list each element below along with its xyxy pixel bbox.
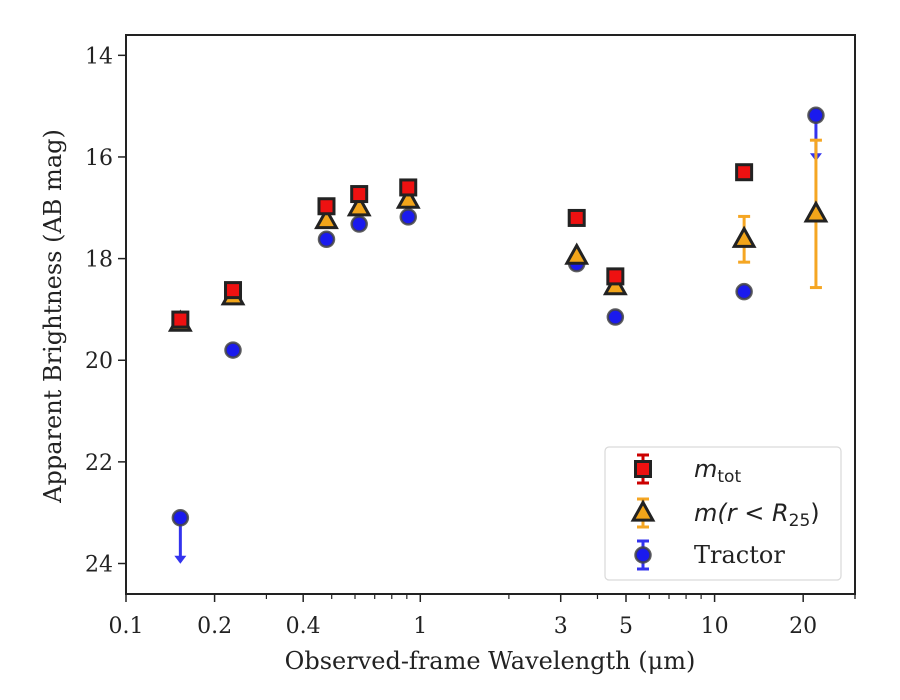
circle-marker <box>317 230 336 249</box>
square-marker <box>350 185 369 204</box>
y-axis-title: Apparent Brightness (AB mag) <box>39 129 67 504</box>
axes-layer: 0.1 0.2 0.4 1 3 5 10 20 14 16 18 20 22 24 <box>85 44 856 639</box>
circle-marker <box>606 308 625 326</box>
y-tick-label: 18 <box>85 248 113 273</box>
x-tick-label: 5 <box>619 614 633 639</box>
square-marker <box>567 208 586 227</box>
legend-label: mtot <box>694 455 741 487</box>
y-tick-label: 20 <box>85 349 113 374</box>
y-tick-label: 16 <box>85 146 113 171</box>
legend-label: Tractor <box>694 541 785 569</box>
triangle-marker <box>731 225 757 248</box>
circle-marker <box>399 208 417 226</box>
circle-marker <box>224 341 242 359</box>
square-marker <box>224 281 243 300</box>
legend: mtot m(r < R25) Tractor <box>604 446 842 581</box>
plot-frame <box>125 34 856 595</box>
circle-marker <box>735 282 753 301</box>
legend-box <box>604 446 842 581</box>
marker-layer <box>167 106 829 527</box>
circle-marker <box>807 106 825 125</box>
triangle-marker <box>803 200 829 223</box>
legend-triangle-marker <box>630 499 656 522</box>
y-tick-label: 24 <box>85 553 113 578</box>
square-marker <box>317 197 336 216</box>
square-marker <box>735 163 754 182</box>
x-tick-label: 0.1 <box>109 614 144 639</box>
square-marker <box>399 178 418 197</box>
upper-limit-arrowhead <box>174 555 187 564</box>
circle-marker <box>350 215 368 233</box>
x-tick-label: 0.4 <box>286 614 321 639</box>
legend-label: m(r < R25) <box>694 499 820 531</box>
square-marker <box>606 267 625 286</box>
x-tick-label: 3 <box>554 614 568 639</box>
y-tick-label: 22 <box>85 451 113 476</box>
triangle-marker <box>346 194 372 217</box>
x-tick-label: 20 <box>789 614 817 639</box>
x-tick-label: 1 <box>413 614 427 639</box>
x-tick-label: 0.2 <box>197 614 232 639</box>
triangle-marker <box>395 186 421 209</box>
square-marker <box>171 310 190 329</box>
x-axis-title: Observed-frame Wavelength (μm) <box>285 647 696 675</box>
legend-circle-marker <box>634 546 652 564</box>
triangle-marker <box>564 242 590 265</box>
x-tick-label: 10 <box>701 614 729 639</box>
y-tick-label: 14 <box>85 44 113 69</box>
circle-marker <box>171 509 190 527</box>
triangle-marker <box>314 206 339 230</box>
legend-square-marker <box>634 460 652 478</box>
